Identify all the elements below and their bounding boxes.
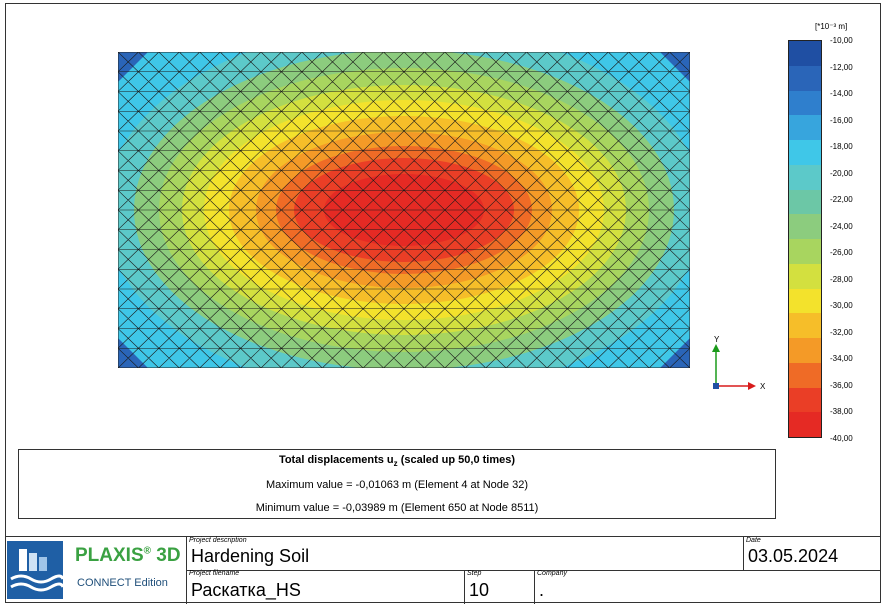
displacement-contour-plot [118,52,690,368]
legend-swatch [789,387,821,413]
legend-swatch [789,115,821,140]
legend-label: -16,00 [830,115,853,125]
legend-swatch [789,313,821,338]
company-cell: Company . [534,570,881,604]
step-cell: Step 10 [464,570,534,604]
legend-swatch [789,90,821,116]
legend-label: -28,00 [830,274,853,284]
legend-label: -24,00 [830,221,853,231]
legend-label: -12,00 [830,62,853,72]
legend-color-bar [788,40,822,438]
legend-label: -14,00 [830,89,853,99]
x-axis-label: X [760,382,766,391]
legend-swatch [789,362,821,388]
legend-swatch [789,338,821,363]
legend-swatch [789,189,821,215]
axis-indicator: Y X [712,335,766,391]
legend-label: -32,00 [830,327,853,337]
legend-labels: -10,00 -12,00 -14,00 -16,00 -18,00 -20,00 -22,… [826,34,876,446]
minimum-value: Minimum value = -0,03989 m (Element 650 … [255,502,539,515]
legend-swatch [789,412,821,437]
project-filename-cell: Project filename Раскатка_HS [186,570,464,604]
date-value: 03.05.2024 [748,546,839,566]
finite-element-mesh [118,52,690,368]
company-value: . [539,580,545,600]
legend-label: -18,00 [830,142,853,152]
project-description-cell: Project description Hardening Soil [186,537,743,570]
product-edition: CONNECT Edition [77,577,168,589]
report-frame [5,3,881,603]
legend-label: -26,00 [830,248,853,258]
maximum-value: Maximum value = -0,01063 m (Element 4 at… [266,479,528,492]
legend-unit: [*10⁻³ m] [815,22,848,31]
legend-swatch [789,41,821,66]
legend-label: -40,00 [830,434,853,443]
date-cell: Date 03.05.2024 [743,537,881,570]
legend-label: -34,00 [830,354,853,364]
legend-swatch [789,214,821,239]
legend-label: -36,00 [830,380,853,390]
legend-swatch [789,239,821,264]
product-name: PLAXIS® 3D [75,545,181,566]
plaxis-logo [7,541,65,599]
legend-swatch [789,140,821,165]
legend-label: -20,00 [830,168,853,178]
step-value: 10 [469,580,490,600]
legend-label: -38,00 [830,407,853,417]
results-info-box: Total displacements uz (scaled up 50,0 t… [18,449,776,519]
project-filename: Раскатка_HS [191,580,301,600]
plaxis-logo-icon [7,541,65,599]
title-block: PLAXIS® 3D CONNECT Edition Project descr… [5,536,881,604]
project-description: Hardening Soil [191,546,310,566]
legend-swatch [789,263,821,289]
legend-swatch [789,288,821,314]
legend-swatch [789,164,821,190]
results-title: Total displacements uz (scaled up 50,0 t… [278,454,516,469]
legend-label: -22,00 [830,195,853,205]
legend-label: -30,00 [830,301,853,311]
legend-swatch [789,65,821,91]
legend-label: -10,00 [830,36,853,45]
y-axis-label: Y [714,335,720,344]
